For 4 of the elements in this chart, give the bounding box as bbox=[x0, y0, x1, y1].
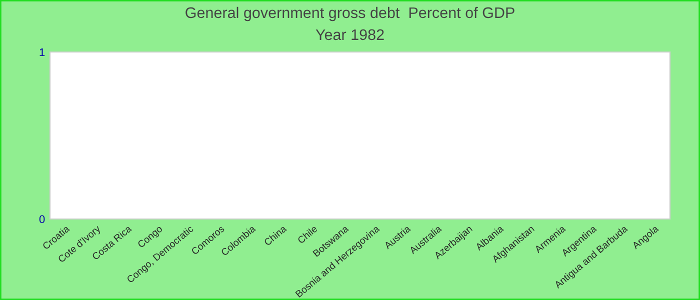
chart-title: General government gross debt Percent of GDP bbox=[186, 6, 514, 22]
chart-subtitle: Year 1982 bbox=[316, 29, 384, 40]
y-tick-label: 1 bbox=[40, 48, 45, 56]
y-tick-label: 0 bbox=[39, 215, 45, 224]
